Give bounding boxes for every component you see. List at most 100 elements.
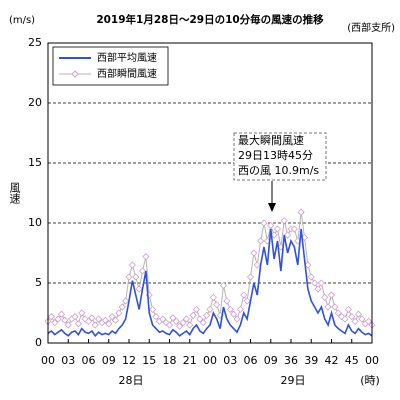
- marker: [253, 261, 261, 269]
- x-tick-label: 36: [284, 354, 298, 367]
- marker: [159, 315, 167, 323]
- marker: [280, 217, 288, 225]
- marker: [311, 279, 319, 287]
- x-tick-label: 06: [244, 354, 258, 367]
- marker: [236, 305, 244, 313]
- x-tick-label: 09: [264, 354, 278, 367]
- x-tick-label: 39: [304, 354, 318, 367]
- marker: [351, 317, 359, 325]
- marker: [135, 285, 143, 293]
- marker: [47, 313, 55, 321]
- y-unit: (m/s): [9, 15, 35, 26]
- day-label: 29日: [281, 374, 306, 387]
- x-tick-label: 18: [163, 354, 177, 367]
- marker: [246, 273, 255, 281]
- marker: [192, 305, 201, 313]
- marker: [91, 321, 99, 329]
- marker: [304, 261, 312, 269]
- y-tick-label: 0: [35, 336, 42, 349]
- annotation-text: 西の風 10.9m/s: [238, 164, 319, 177]
- x-tick-label: 21: [183, 354, 197, 367]
- marker: [213, 301, 221, 309]
- y-tick-label: 10: [28, 216, 42, 229]
- marker: [115, 309, 123, 317]
- marker: [270, 231, 278, 239]
- marker: [189, 311, 197, 319]
- x-tick-label: 42: [325, 354, 339, 367]
- marker: [260, 219, 268, 227]
- marker: [128, 261, 136, 269]
- x-tick-label: 06: [82, 354, 96, 367]
- marker: [230, 310, 238, 318]
- marker: [165, 321, 174, 329]
- legend-box: [52, 46, 169, 86]
- x-unit: (時): [360, 374, 380, 387]
- x-tick-label: 00: [203, 354, 217, 367]
- annotation-arrowhead: [268, 203, 276, 212]
- marker: [186, 321, 194, 329]
- marker: [344, 305, 352, 313]
- marker: [84, 317, 93, 325]
- marker: [132, 273, 140, 281]
- marker: [307, 273, 315, 281]
- plot-area: [44, 42, 376, 344]
- day-label: 28日: [119, 374, 144, 387]
- marker: [206, 305, 214, 313]
- marker: [354, 310, 363, 318]
- marker: [118, 303, 126, 311]
- marker: [169, 314, 177, 322]
- marker: [209, 293, 217, 301]
- marker: [331, 303, 339, 311]
- marker: [152, 313, 160, 321]
- chart-subtitle: (西部支所): [347, 21, 395, 34]
- marker: [273, 225, 282, 233]
- marker: [365, 317, 373, 325]
- marker: [108, 313, 116, 321]
- annotation-text: 最大瞬間風速: [238, 133, 304, 147]
- y-tick-label: 25: [28, 36, 42, 49]
- marker: [267, 221, 275, 229]
- marker: [321, 293, 329, 301]
- x-tick-label: 45: [345, 354, 359, 367]
- marker: [314, 285, 322, 293]
- y-label: 風速: [8, 182, 21, 204]
- marker: [284, 231, 292, 239]
- marker: [334, 309, 342, 317]
- annotation-box: [233, 132, 327, 181]
- marker: [240, 291, 248, 299]
- x-tick-label: 03: [223, 354, 237, 367]
- marker: [233, 315, 241, 323]
- x-tick-label: 12: [122, 354, 136, 367]
- marker: [327, 291, 336, 299]
- legend-label: 西部平均風速: [97, 51, 157, 64]
- marker: [51, 319, 59, 327]
- y-tick-label: 20: [28, 96, 42, 109]
- marker: [176, 322, 184, 330]
- series-line: [47, 228, 373, 338]
- y-tick-label: 15: [28, 156, 42, 169]
- x-tick-label: 15: [142, 354, 156, 367]
- annotation-text: 29日13時45分: [238, 149, 313, 162]
- legend-marker: [71, 70, 79, 78]
- x-tick-label: 00: [41, 354, 55, 367]
- marker: [290, 225, 298, 233]
- marker: [64, 321, 72, 329]
- marker: [78, 309, 86, 317]
- marker: [57, 310, 66, 318]
- marker: [142, 253, 150, 261]
- marker: [257, 237, 265, 245]
- marker: [317, 279, 325, 287]
- marker: [226, 305, 234, 313]
- marker: [101, 316, 109, 324]
- marker: [243, 297, 251, 305]
- chart-title: 2019年1月28日～29日の10分毎の風速の推移: [96, 13, 324, 26]
- x-tick-label: 03: [61, 354, 75, 367]
- marker: [125, 273, 133, 281]
- x-tick-label: 09: [102, 354, 116, 367]
- marker: [172, 317, 180, 325]
- marker: [324, 303, 332, 311]
- marker: [348, 313, 356, 321]
- marker: [250, 249, 258, 257]
- marker: [61, 316, 69, 324]
